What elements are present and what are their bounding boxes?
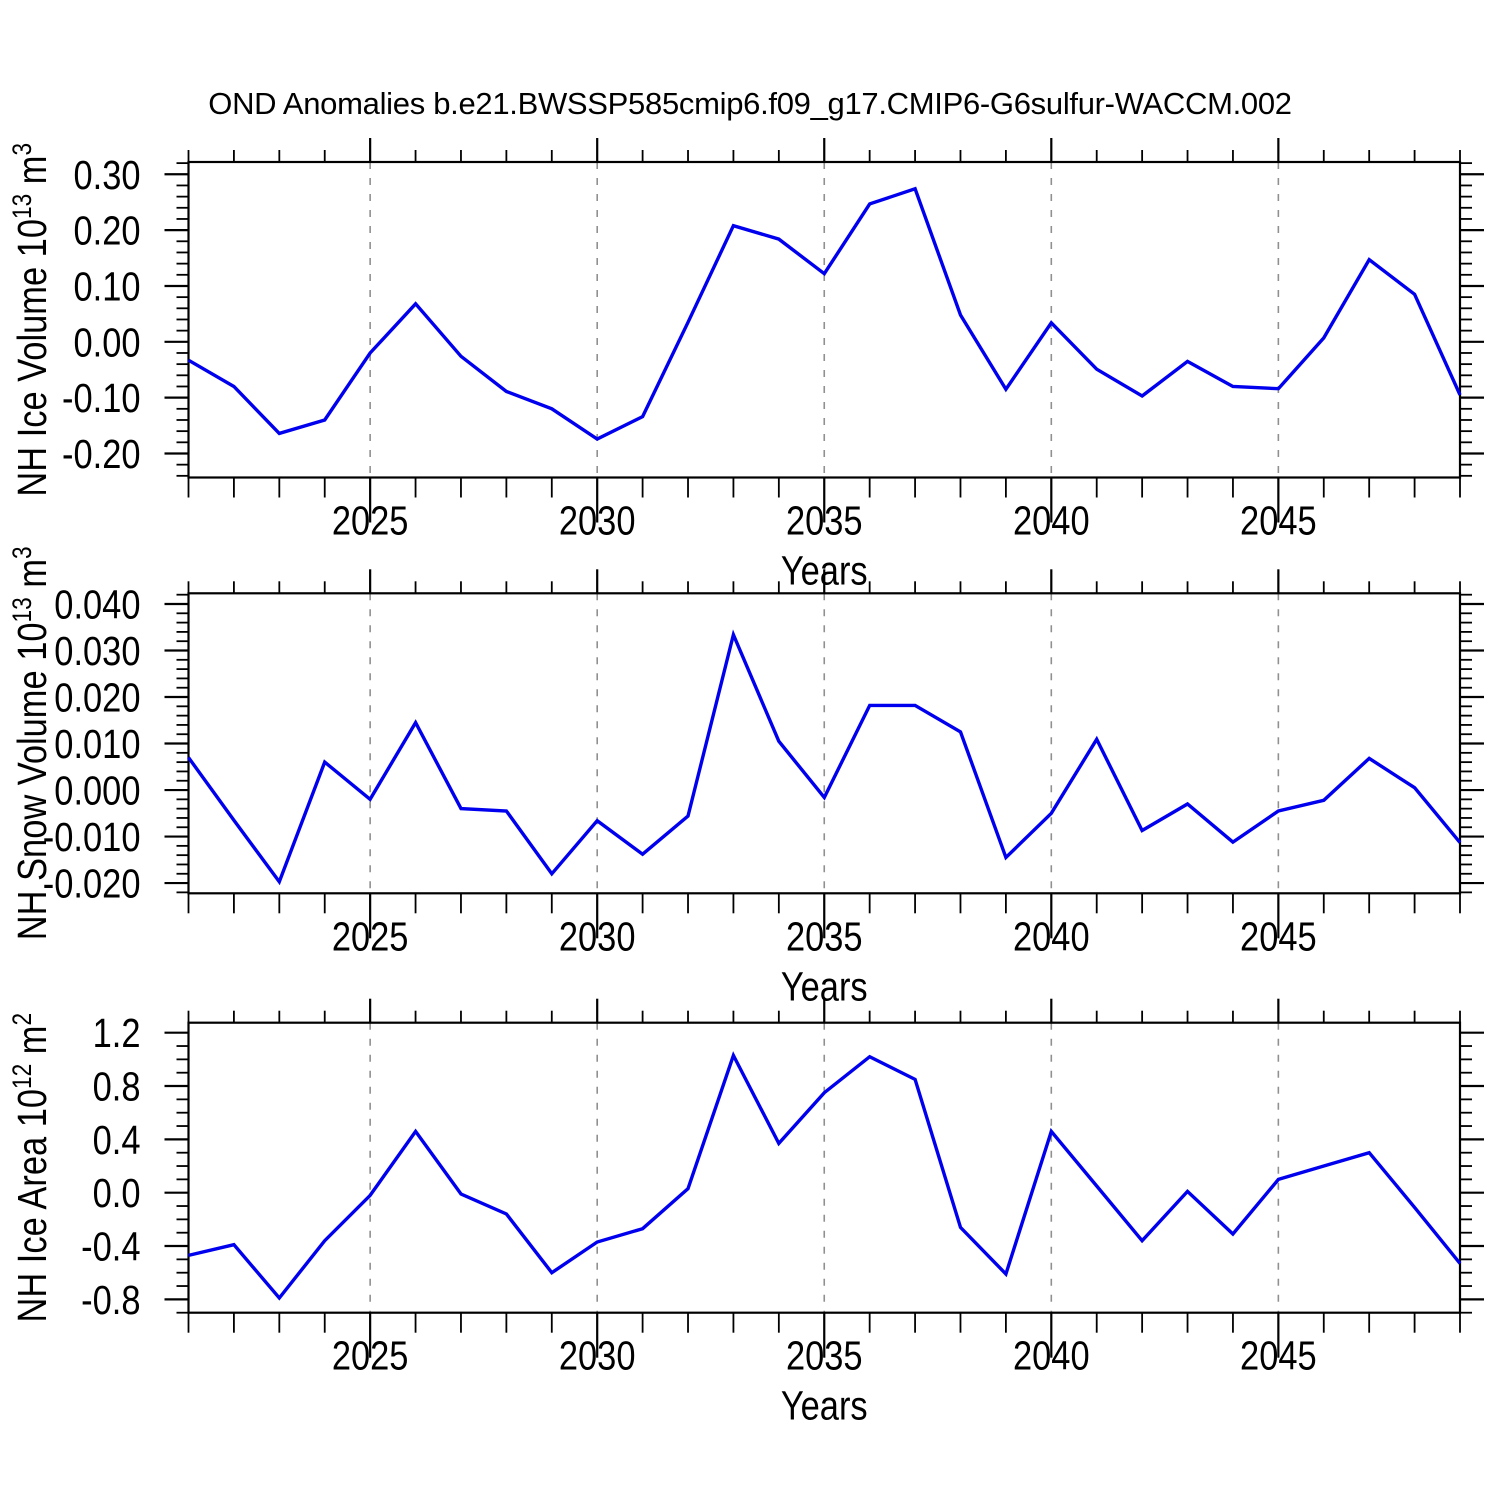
x-tick-label: 2040 — [1013, 1333, 1090, 1379]
y-tick-label: 0.00 — [74, 319, 141, 365]
y-tick-label: 0.10 — [74, 263, 141, 309]
x-axis-title: Years — [781, 1383, 868, 1429]
x-tick-label: 2025 — [332, 498, 409, 544]
y-tick-label: -0.10 — [62, 375, 141, 421]
y-tick-label: -0.4 — [81, 1224, 140, 1270]
y-axis-title: NH Ice Area 1012 m2 — [7, 1013, 56, 1323]
x-tick-label: 2030 — [559, 498, 636, 544]
y-tick-label: 0.30 — [74, 152, 141, 198]
x-tick-label: 2030 — [559, 913, 636, 959]
chart-nh-ice-volume: 0.30 0.20 0.10 0.00 -0.10 -0.20 2025 2030 2035 20… — [7, 138, 1484, 594]
y-tick-label: 0.4 — [93, 1117, 141, 1163]
y-tick-label: 0.0 — [93, 1170, 141, 1216]
y-tick-label: -0.8 — [81, 1277, 140, 1323]
x-tick-label: 2025 — [332, 1333, 409, 1379]
x-tick-label: 2035 — [786, 498, 863, 544]
figure-title: OND Anomalies b.e21.BWSSP585cmip6.f09_g1… — [208, 86, 1292, 121]
y-tick-label: 0.030 — [54, 628, 140, 674]
y-tick-label: 0.020 — [54, 675, 140, 721]
x-tick-label: 2035 — [786, 913, 863, 959]
y-tick-label: -0.010 — [43, 814, 141, 860]
series-line-nh-ice-volume — [187, 186, 1462, 441]
series-line-nh-snow-volume — [187, 629, 1462, 886]
x-tick-label: 2025 — [332, 913, 409, 959]
x-tick-label: 2045 — [1240, 1333, 1317, 1379]
y-axis-title: NH Ice Volume 1013 m3 — [7, 143, 56, 497]
y-tick-label: -0.20 — [62, 431, 141, 477]
series-line-nh-ice-area — [188, 1051, 1462, 1301]
x-tick-label: 2040 — [1013, 913, 1090, 959]
x-tick-label: 2045 — [1240, 913, 1317, 959]
y-axis-title: NH Snow Volume 1013 m3 — [7, 546, 56, 940]
y-tick-label: 0.000 — [54, 768, 140, 814]
plot-frame — [187, 160, 1462, 479]
y-tick-label: -0.020 — [43, 861, 141, 907]
y-tick-label: 1.2 — [93, 1010, 141, 1056]
y-tick-label: 0.040 — [54, 581, 140, 627]
x-tick-label: 2030 — [559, 1333, 636, 1379]
y-tick-label: 0.8 — [93, 1064, 141, 1110]
x-tick-label: 2045 — [1240, 498, 1317, 544]
x-tick-label: 2040 — [1013, 498, 1090, 544]
y-tick-label: 0.010 — [54, 721, 140, 767]
x-tick-label: 2035 — [786, 1333, 863, 1379]
chart-nh-ice-area: 1.2 0.8 0.4 0.0 -0.4 -0.8 2025 2030 2035 2040 2045… — [7, 998, 1484, 1429]
y-tick-label: 0.20 — [74, 208, 141, 254]
